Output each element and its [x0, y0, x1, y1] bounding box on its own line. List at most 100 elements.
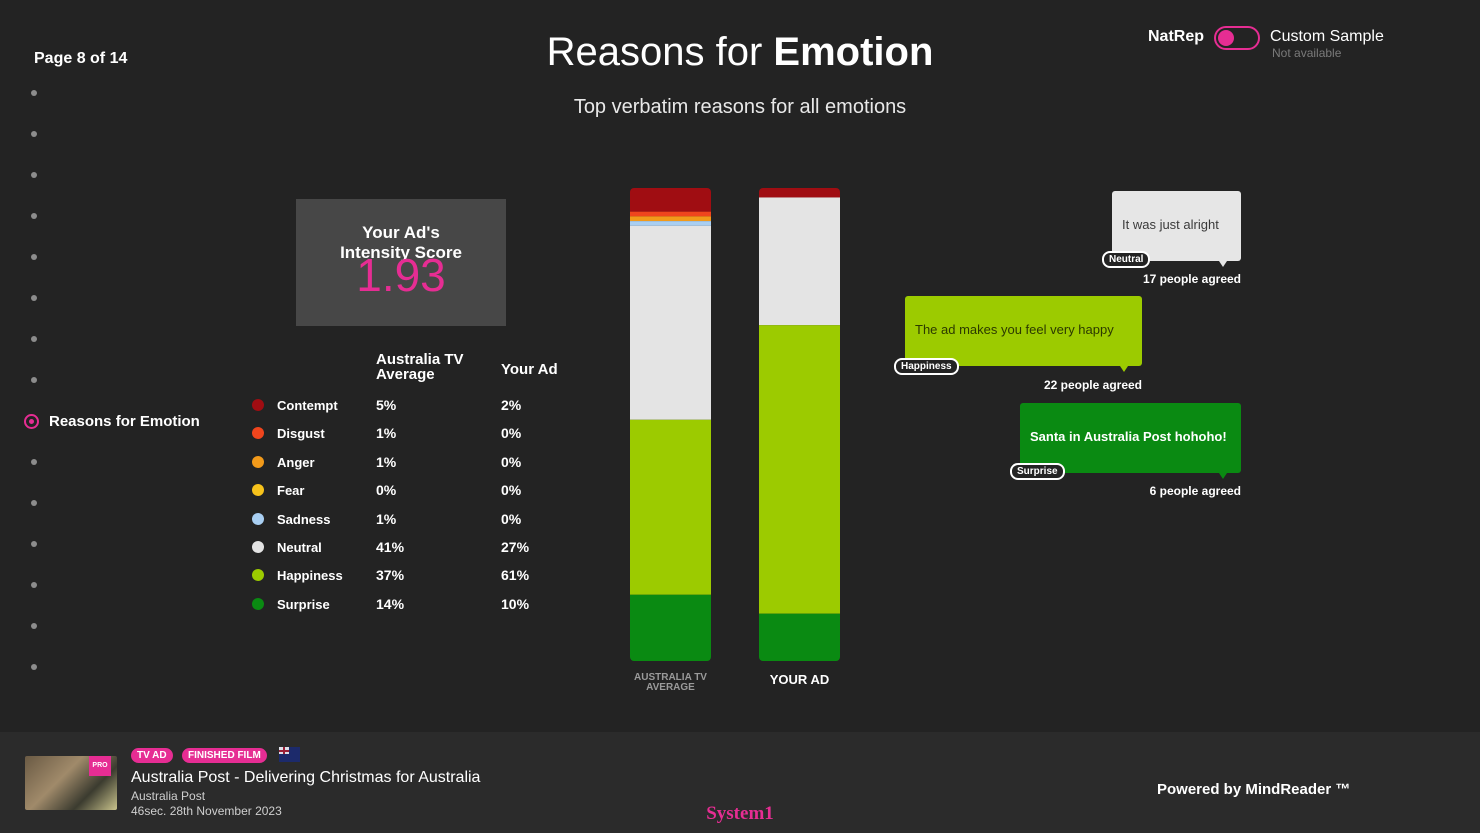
people-agreed-count: 22 people agreed — [1043, 378, 1142, 392]
tv-ad-badge: TV AD — [131, 748, 173, 763]
emotion-name: Fear — [277, 483, 305, 499]
table-row: Sadness 1% 0% — [250, 510, 580, 530]
emotion-average-value: 0% — [376, 482, 397, 499]
emotion-your-ad-value: 27% — [501, 539, 530, 555]
bar-segment-anger — [630, 216, 711, 222]
page-indicator: Page 8 of 14 — [34, 50, 128, 67]
verbatim-bubble: The ad makes you feel very happy — [905, 296, 1142, 366]
pro-badge: PRO — [89, 756, 111, 776]
page-title: Reasons for Emotion — [0, 30, 1480, 75]
table-header-your-ad: Your Ad — [501, 361, 558, 378]
ad-brand: Australia Post — [131, 789, 206, 803]
emotion-name: Neutral — [277, 540, 322, 555]
bar-category-label: AUSTRALIA TV AVERAGE — [634, 672, 707, 693]
stacked-bar — [630, 188, 711, 661]
emotion-color-dot — [252, 569, 264, 582]
emotion-stacked-bar-chart: AUSTRALIA TV AVERAGE YOUR AD — [630, 188, 840, 693]
verbatim-text: It was just alright — [1122, 217, 1219, 232]
emotion-tag: Happiness — [894, 358, 959, 375]
bar-segment-contempt — [759, 188, 840, 198]
custom-sample-label: Custom Sample — [1270, 28, 1384, 45]
nav-page-dot[interactable] — [31, 582, 37, 588]
table-row: Neutral 41% 27% — [250, 538, 580, 558]
ad-meta: 46sec. 28th November 2023 — [131, 804, 282, 818]
system1-logo: System1 — [706, 803, 774, 824]
emotion-average-value: 5% — [376, 397, 397, 413]
nav-page-dot[interactable] — [31, 459, 37, 465]
bar-category-label: YOUR AD — [770, 672, 829, 687]
title-bold: Emotion — [773, 30, 934, 74]
bar-segment-disgust — [630, 211, 711, 217]
intensity-score-label: Your Ad's Intensity Score — [340, 223, 462, 262]
emotion-your-ad-value: 2% — [501, 397, 522, 413]
emotion-color-dot — [252, 484, 264, 497]
emotion-color-dot — [252, 541, 264, 553]
bubble-tail — [1120, 366, 1128, 372]
emotion-color-dot — [252, 427, 264, 440]
page-subtitle: Top verbatim reasons for all emotions — [573, 96, 907, 118]
sample-toggle-switch[interactable] — [1214, 26, 1261, 50]
emotion-color-dot — [252, 512, 264, 525]
emotion-name: Contempt — [277, 398, 338, 413]
nav-page-dot[interactable] — [31, 213, 37, 219]
finished-film-badge: FINISHED FILM — [182, 748, 267, 763]
table-row: Disgust 1% 0% — [250, 424, 580, 444]
emotion-tag: Surprise — [1010, 463, 1065, 480]
emotion-average-value: 41% — [376, 539, 405, 555]
bubble-tail — [1219, 261, 1227, 267]
bubble-tail — [1219, 473, 1227, 479]
emotion-name: Sadness — [277, 511, 331, 527]
nav-page-dot[interactable] — [31, 664, 37, 670]
emotion-name: Surprise — [277, 596, 330, 612]
nav-page-dot[interactable] — [31, 500, 37, 506]
powered-by-mindreader: Powered by MindReader ™ — [1157, 781, 1351, 798]
table-row: Contempt 5% 2% — [250, 396, 580, 416]
emotion-average-value: 1% — [376, 425, 397, 442]
nav-page-dot[interactable] — [31, 295, 37, 301]
verbatim-bubble: It was just alright — [1112, 191, 1241, 261]
nav-active-label: Reasons for Emotion — [49, 413, 200, 430]
bar-segment-contempt — [630, 188, 711, 212]
nav-page-dot[interactable] — [31, 623, 37, 629]
emotion-average-value: 1% — [376, 453, 397, 470]
emotion-average-value: 1% — [376, 510, 397, 527]
emotion-tag: Neutral — [1102, 251, 1151, 268]
ad-title: Australia Post - Delivering Christmas fo… — [131, 769, 481, 786]
nav-page-dot[interactable] — [31, 172, 37, 178]
emotion-name: Disgust — [277, 426, 325, 442]
emotion-color-dot — [252, 455, 264, 468]
title-light: Reasons for — [546, 30, 774, 74]
nav-page-dot[interactable] — [31, 131, 37, 137]
people-agreed-count: 6 people agreed — [1149, 484, 1241, 498]
table-header-average: Australia TV Average — [376, 351, 464, 383]
natrep-label: NatRep — [1148, 28, 1205, 45]
emotion-average-value: 14% — [376, 595, 405, 612]
custom-sample-note: Not available — [1272, 46, 1342, 60]
stacked-bar — [759, 188, 840, 661]
nav-page-dot[interactable] — [31, 541, 37, 547]
nav-page-dot[interactable] — [31, 254, 37, 260]
emotion-name: Happiness — [277, 568, 343, 584]
australia-flag-icon — [279, 747, 300, 762]
emotion-your-ad-value: 61% — [501, 567, 530, 584]
bar-segment-neutral — [630, 225, 711, 420]
emotion-your-ad-value: 0% — [501, 425, 522, 442]
table-row: Surprise 14% 10% — [250, 595, 580, 615]
custom-sample-option: Custom Sample Not available — [1270, 26, 1384, 60]
intensity-score-value: 1.93 — [356, 249, 446, 301]
table-row: Happiness 37% 61% — [250, 566, 580, 586]
nav-active-ring-icon — [24, 414, 39, 429]
toggle-knob — [1218, 30, 1235, 46]
table-row: Anger 1% 0% — [250, 453, 580, 473]
verbatim-bubble: Santa in Australia Post hohoho! — [1020, 403, 1241, 473]
nav-item-reasons-for-emotion[interactable]: Reasons for Emotion — [24, 413, 200, 430]
verbatim-text: The ad makes you feel very happy — [915, 322, 1114, 337]
ad-thumbnail[interactable]: PRO — [25, 756, 117, 810]
nav-page-dot[interactable] — [31, 336, 37, 342]
nav-page-dot[interactable] — [31, 90, 37, 96]
bar-segment-sadness — [630, 221, 711, 226]
bar-segment-happiness — [759, 325, 840, 614]
bar-segment-surprise — [759, 613, 840, 661]
nav-page-dot[interactable] — [31, 377, 37, 383]
emotion-your-ad-value: 0% — [501, 510, 522, 527]
